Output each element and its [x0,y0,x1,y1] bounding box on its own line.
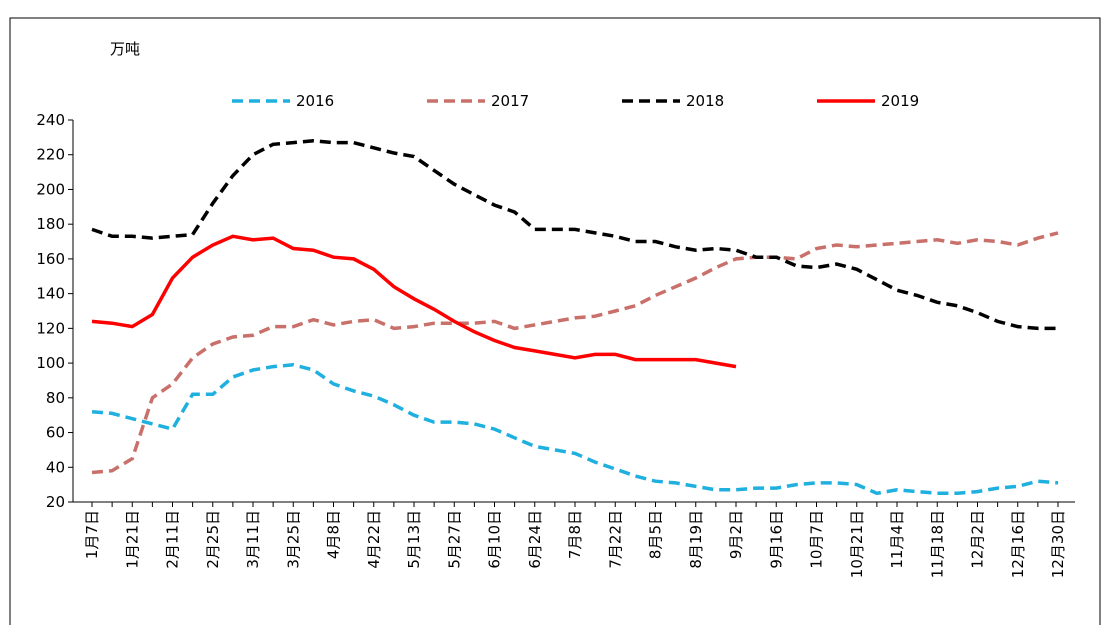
x-tick-label: 5月13日 [405,510,423,569]
line-series [91,231,1059,475]
x-tick-label: 7月22日 [606,510,624,569]
x-tick-label: 2月25日 [204,510,222,569]
y-tick-label: 180 [36,215,65,233]
y-tick-label: 100 [36,354,65,372]
y-axis-unit: 万吨 [110,40,140,58]
y-tick-label: 20 [46,493,65,511]
y-tick-label: 120 [36,319,65,337]
x-tick-label: 8月19日 [687,510,705,569]
x-tick-label: 7月8日 [566,510,584,559]
y-tick-label: 160 [36,250,65,268]
x-tick-label: 1月21日 [123,510,141,569]
x-tick-label: 11月18日 [928,510,946,578]
y-tick-label: 240 [36,111,65,129]
y-tick-label: 200 [36,180,65,198]
line-series [91,234,737,369]
x-tick-label: 2月11日 [164,510,182,569]
y-tick-label: 60 [46,424,65,442]
x-tick-label: 12月30日 [1049,510,1067,578]
x-tick-label: 3月25日 [284,510,302,569]
legend-label: 2019 [881,92,919,110]
legend-label: 2017 [491,92,529,110]
x-tick-label: 1月7日 [83,510,101,559]
y-tick-label: 140 [36,285,65,303]
frame [9,17,1101,629]
x-tick-label: 10月21日 [848,510,866,578]
x-tick-label: 6月10日 [486,510,504,569]
x-tick-label: 9月16日 [767,510,785,569]
y-tick-label: 40 [46,458,65,476]
line-series [91,363,1059,496]
y-tick-label: 80 [46,389,65,407]
x-tick-label: 4月22日 [365,510,383,569]
y-tick-label: 220 [36,146,65,164]
legend-label: 2016 [296,92,334,110]
x-tick-label: 12月16日 [1009,510,1027,578]
x-tick-label: 10月7日 [808,510,826,569]
x-tick-label: 3月11日 [244,510,262,569]
x-tick-label: 6月24日 [526,510,544,569]
x-tick-label: 8月5日 [647,510,665,559]
x-tick-label: 9月2日 [727,510,745,559]
x-tick-label: 12月2日 [969,510,987,569]
line-series [91,139,1058,331]
x-tick-label: 4月8日 [325,510,343,559]
x-tick-label: 11月4日 [888,510,906,569]
x-tick-label: 5月27日 [445,510,463,569]
legend-label: 2018 [686,92,724,110]
